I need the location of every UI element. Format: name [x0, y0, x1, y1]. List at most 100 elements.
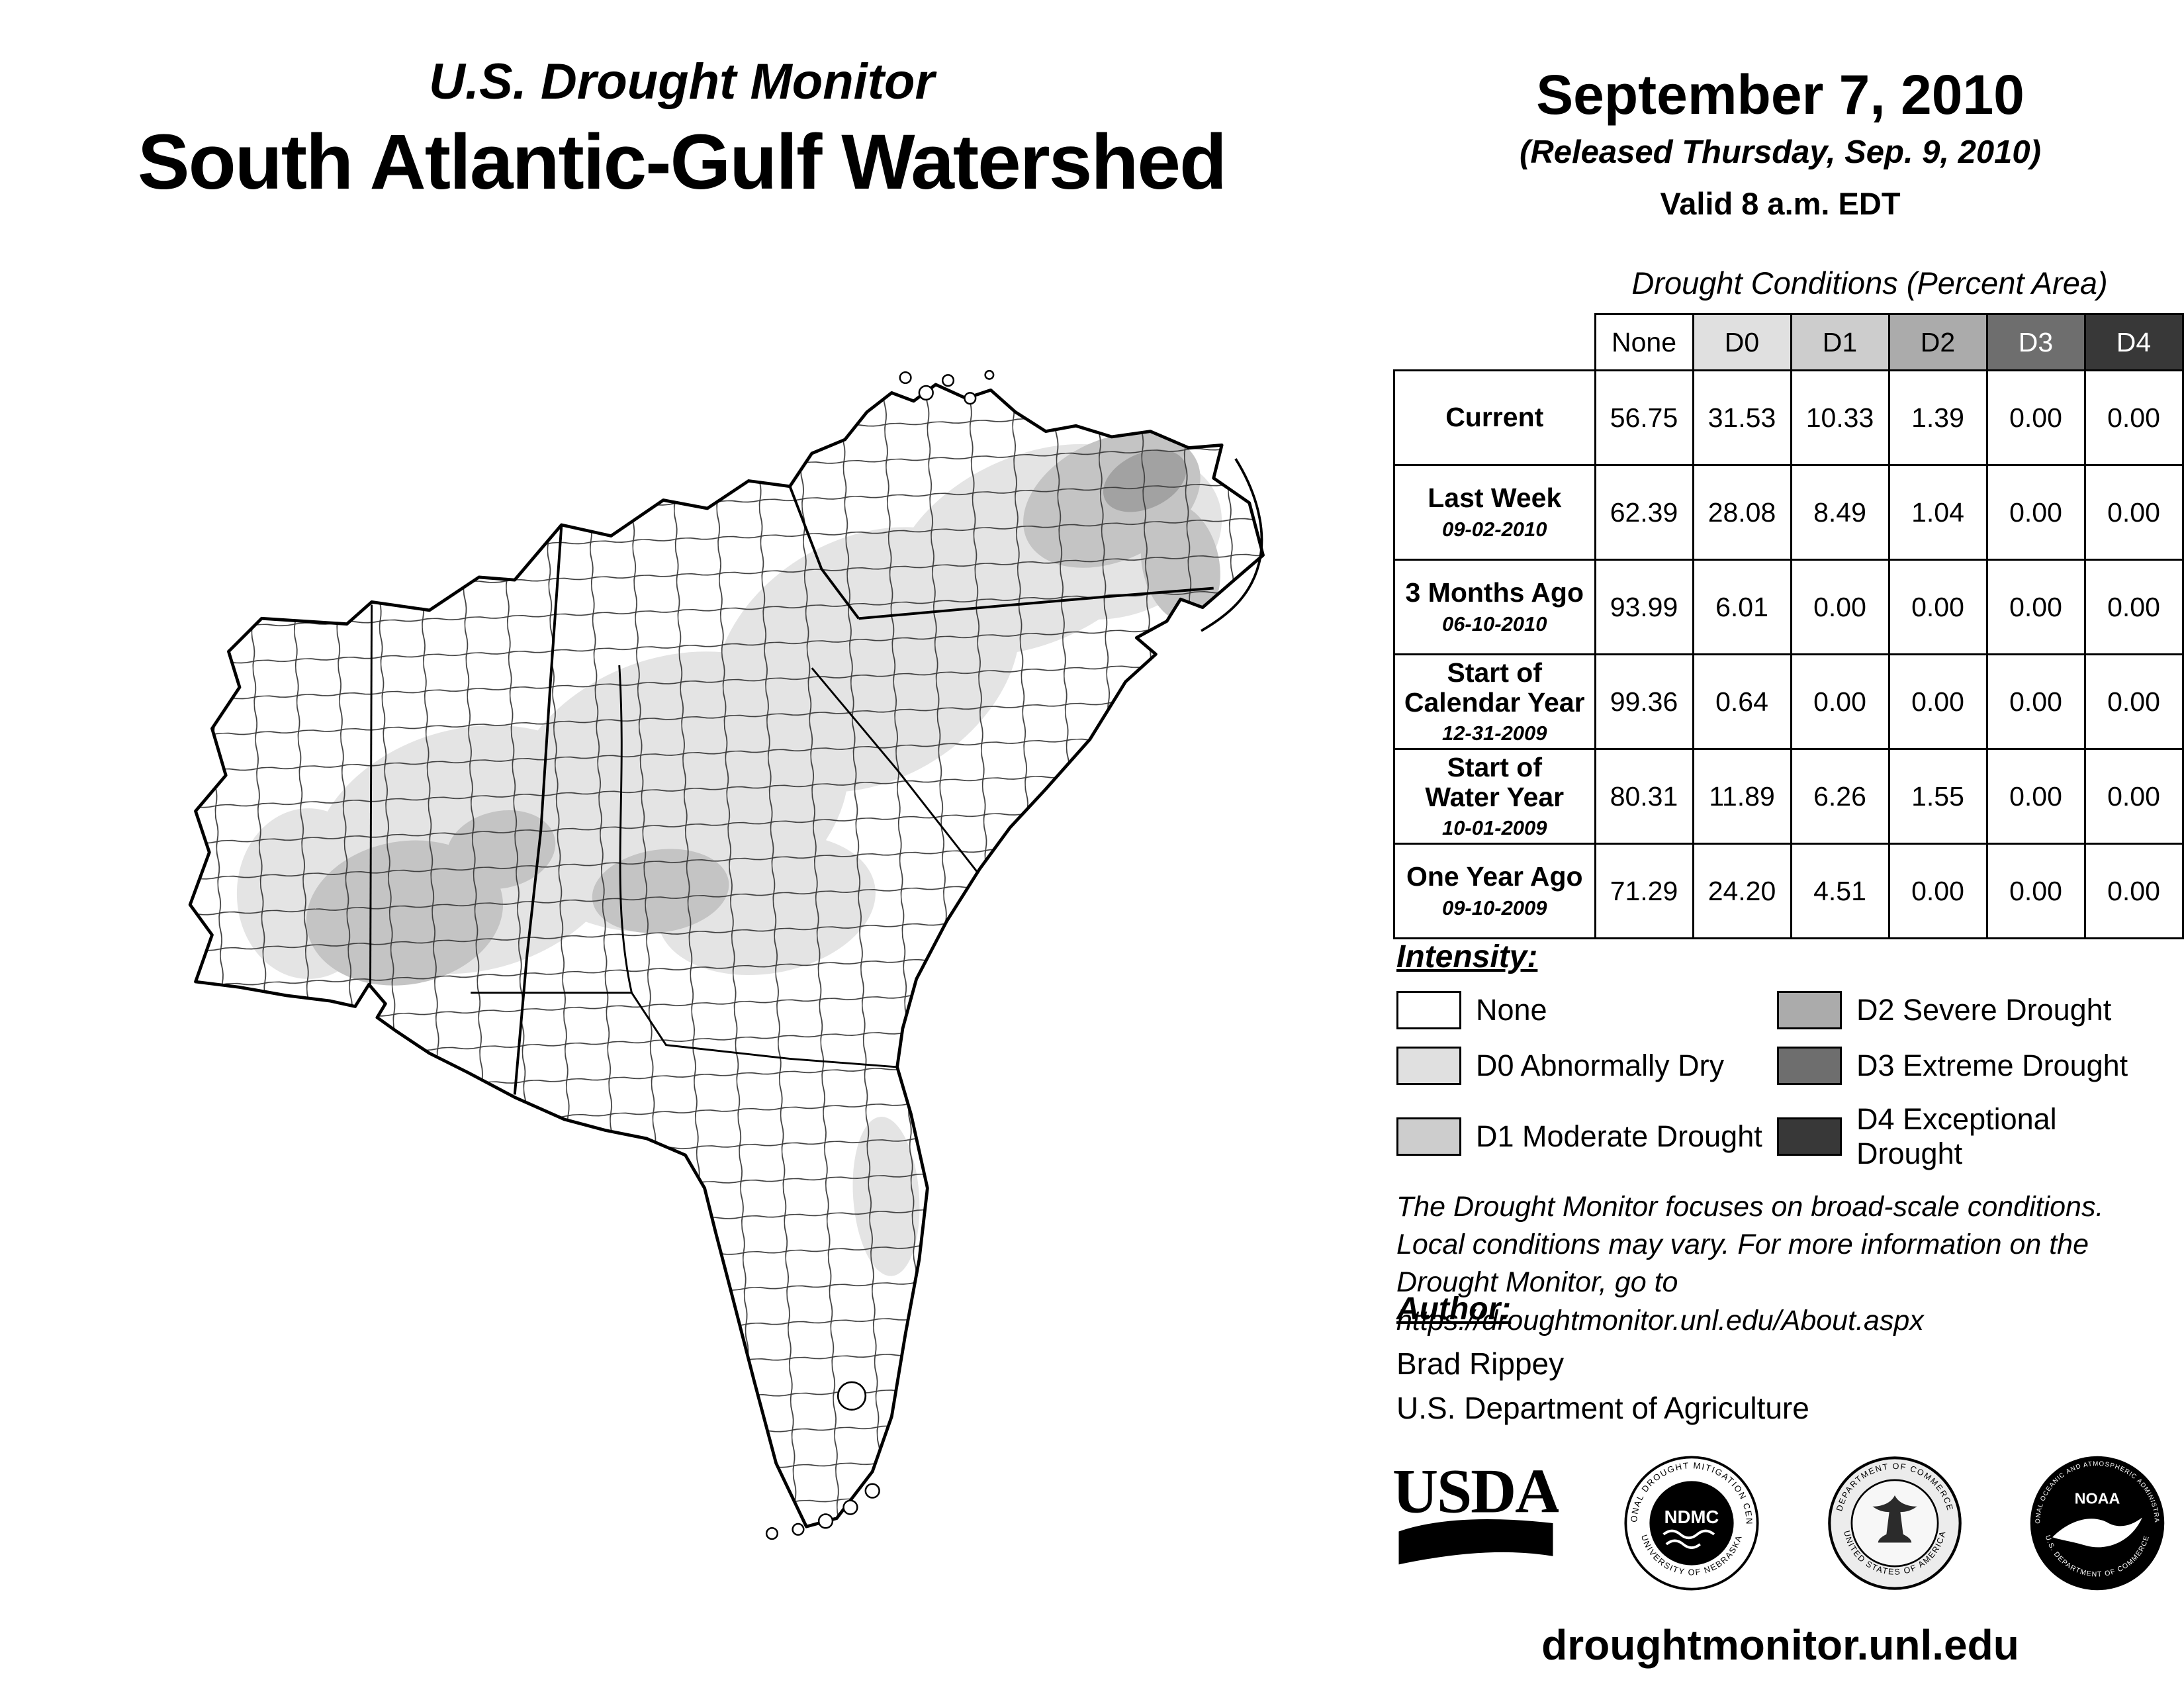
table-row: 3 Months Ago 06-10-2010 93.99 6.01 0.00 0.00 0…: [1393, 559, 2184, 655]
legend-label: None: [1476, 993, 1547, 1027]
column-header-d1: D1: [1790, 313, 1890, 371]
county-boundaries: [190, 384, 1263, 1527]
row-label-cell: Last Week 09-02-2010: [1393, 464, 1596, 561]
percent-area-value: 99.36: [1594, 653, 1694, 750]
percent-area-value: 0.00: [2083, 369, 2184, 466]
usda-field-shape: [1398, 1519, 1553, 1565]
percent-area-value: 1.39: [1888, 369, 1988, 466]
percent-area-value: 24.20: [1692, 843, 1792, 939]
legend-label: D2 Severe Drought: [1856, 993, 2112, 1027]
table-row: Last Week 09-02-2010 62.39 28.08 8.49 1.04 0.0…: [1393, 464, 2184, 561]
map-date: September 7, 2010: [1536, 64, 2025, 126]
percent-area-value: 71.29: [1594, 843, 1694, 939]
row-label: One Year Ago: [1406, 861, 1583, 892]
column-header-d0: D0: [1692, 313, 1792, 371]
row-label-cell: Start of Calendar Year 12-31-2009: [1393, 653, 1596, 750]
author-name: Brad Rippey: [1396, 1346, 1565, 1381]
legend-items: None D0 Abnormally Dry D1 Moderate Drought…: [1396, 991, 2171, 1171]
drought-table-head-row: None D0 D1 D2 D3 D4: [1394, 313, 2184, 371]
percent-area-value: 62.39: [1594, 464, 1694, 561]
watershed-landmass: [190, 384, 1263, 1527]
table-title: Drought Conditions (Percent Area): [1631, 265, 2108, 301]
lake-okeechobee: [837, 1381, 867, 1411]
agency-logos: USDA NATIONAL DROUGHT MITIGATION CENTER …: [1393, 1453, 2167, 1593]
legend-item: D1 Moderate Drought: [1396, 1102, 1777, 1171]
row-label: Start of Water Year: [1425, 751, 1565, 812]
noaa-seabird-shape: [2052, 1517, 2142, 1548]
row-label-cell: One Year Ago 09-10-2009: [1393, 843, 1596, 939]
ndmc-wordmark: NDMC: [1664, 1507, 1719, 1527]
legend-color-swatch: [1777, 1047, 1842, 1085]
percent-area-value: 0.00: [1888, 653, 1988, 750]
percent-area-value: 1.04: [1888, 464, 1988, 561]
table-row: Current 56.75 31.53 10.33 1.39 0.00 0.00: [1393, 369, 2184, 466]
legend-color-swatch: [1777, 991, 1842, 1029]
table-row: One Year Ago 09-10-2009 71.29 24.20 4.51 0.00…: [1393, 843, 2184, 939]
release-date: (Released Thursday, Sep. 9, 2010): [1520, 134, 2041, 170]
legend-color-swatch: [1396, 991, 1461, 1029]
row-label: Current: [1445, 402, 1544, 433]
disclaimer-line-2: Local conditions may vary. For more info…: [1396, 1229, 2089, 1261]
percent-area-value: 6.01: [1692, 559, 1792, 655]
row-label: Last Week: [1428, 483, 1562, 514]
disclaimer-text: The Drought Monitor focuses on broad-sca…: [1396, 1188, 2171, 1340]
percent-area-value: 0.00: [1985, 559, 2086, 655]
row-date: 10-01-2009: [1441, 816, 1547, 840]
legend-title: Intensity:: [1396, 939, 1538, 974]
legend-color-swatch: [1396, 1047, 1461, 1085]
percent-area-value: 4.51: [1790, 843, 1890, 939]
usda-wordmark: USDA: [1393, 1456, 1559, 1526]
percent-area-value: 28.08: [1692, 464, 1792, 561]
ndmc-wave-lines: [1662, 1529, 1715, 1549]
row-date: 12-31-2009: [1441, 722, 1547, 745]
column-header-d2: D2: [1888, 313, 1988, 371]
department-of-commerce-seal: DEPARTMENT OF COMMERCE UNITED STATES OF …: [1827, 1456, 1962, 1590]
legend-item: D3 Extreme Drought: [1777, 1047, 2171, 1085]
drought-table-body: Current 56.75 31.53 10.33 1.39 0.00 0.00 Last W…: [1393, 369, 2184, 939]
percent-area-value: 0.00: [1985, 843, 2086, 939]
florida-keys: [765, 1483, 880, 1540]
row-label: 3 Months Ago: [1405, 577, 1584, 608]
row-label: Start of Calendar Year: [1404, 657, 1585, 718]
percent-area-value: 8.49: [1790, 464, 1890, 561]
disclaimer-line-3: Drought Monitor, go to https://droughtmo…: [1396, 1266, 1924, 1336]
percent-area-value: 0.00: [1790, 559, 1890, 655]
date-block: September 7, 2010 (Released Thursday, Se…: [1396, 63, 2164, 222]
percent-area-value: 0.00: [1985, 369, 2086, 466]
column-header-none: None: [1594, 313, 1694, 371]
legend-label: D3 Extreme Drought: [1856, 1049, 2128, 1082]
row-date: 06-10-2010: [1441, 612, 1547, 635]
program-title: U.S. Drought Monitor: [428, 54, 935, 110]
ndmc-inner-disc: [1649, 1481, 1734, 1566]
percent-area-value: 1.55: [1888, 748, 1988, 845]
legend-item: None: [1396, 991, 1777, 1029]
legend-label: D0 Abnormally Dry: [1476, 1049, 1725, 1082]
percent-area-value: 31.53: [1692, 369, 1792, 466]
legend-label: D1 Moderate Drought: [1476, 1119, 1762, 1153]
column-header-d3: D3: [1985, 313, 2086, 371]
author-heading: Author:: [1396, 1291, 1512, 1327]
table-row: Start of Water Year 10-01-2009 80.31 11.89 6…: [1393, 748, 2184, 845]
legend-item: D0 Abnormally Dry: [1396, 1047, 1777, 1085]
legend-label: D4 Exceptional Drought: [1856, 1102, 2057, 1170]
percent-area-value: 0.00: [2083, 653, 2184, 750]
usda-logo: USDA: [1393, 1456, 1559, 1565]
percent-area-value: 0.00: [1790, 653, 1890, 750]
percent-area-value: 93.99: [1594, 559, 1694, 655]
noaa-wordmark: NOAA: [2075, 1489, 2120, 1507]
row-date: 09-10-2009: [1441, 896, 1547, 919]
valid-time: Valid 8 a.m. EDT: [1660, 186, 1901, 221]
percent-area-value: 0.00: [1985, 653, 2086, 750]
intensity-legend: Intensity: None D0 Abnormally Dry D1 Moder…: [1396, 939, 2171, 1171]
percent-area-value: 0.00: [1888, 559, 1988, 655]
row-label-cell: Current: [1393, 369, 1596, 466]
percent-area-value: 0.64: [1692, 653, 1792, 750]
legend-item: D2 Severe Drought: [1777, 991, 2171, 1029]
doc-eagle-emblem: [1872, 1495, 1917, 1543]
drought-table: None D0 D1 D2 D3 D4 Current 56.75 31.53 10.33 1.3…: [1393, 313, 2184, 939]
percent-area-value: 0.00: [2083, 748, 2184, 845]
percent-area-value: 0.00: [1888, 843, 1988, 939]
author-organization: U.S. Department of Agriculture: [1396, 1390, 1809, 1425]
region-title: South Atlantic-Gulf Watershed: [137, 118, 1227, 206]
